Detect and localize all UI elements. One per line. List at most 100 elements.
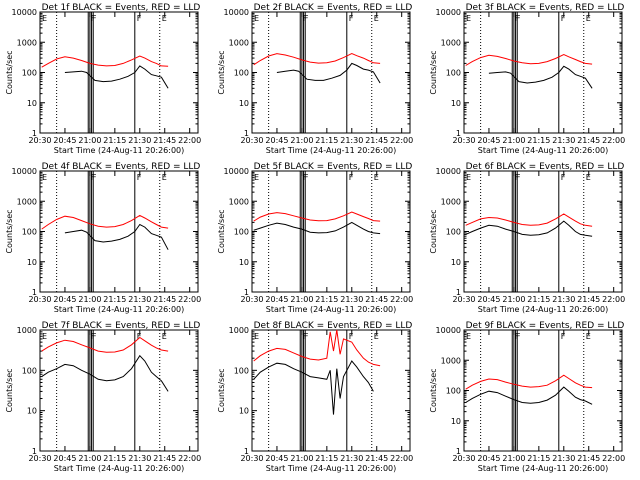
- series-line-lld: [253, 211, 381, 222]
- x-tick-label: 21:30: [340, 295, 363, 304]
- x-tick-label: 21:45: [365, 136, 388, 145]
- x-tick-label: 21:15: [527, 136, 550, 145]
- x-tick-label: 21:30: [552, 136, 575, 145]
- x-tick-label: 22:00: [390, 136, 413, 145]
- series-line-lld: [253, 53, 381, 66]
- x-axis-label: Start Time (24-Aug-11 20:26:00): [266, 464, 397, 473]
- flag-label: E: [162, 14, 167, 23]
- series-line-events: [253, 221, 381, 235]
- x-tick-label: 20:30: [452, 136, 475, 145]
- flag-label: E: [162, 173, 167, 182]
- flag-label: F: [516, 332, 521, 341]
- x-tick-label: 21:00: [290, 136, 313, 145]
- series-line-events: [465, 220, 593, 237]
- flag-label: F: [302, 14, 307, 23]
- y-tick-label: 10: [451, 417, 461, 426]
- flag-label: F: [92, 332, 97, 341]
- flag-label: F: [349, 173, 354, 182]
- y-tick-label: 1: [456, 129, 461, 138]
- series-line-lld: [41, 214, 169, 230]
- panel-9: Det 9f BLACK = Events, RED = LLD 1 10 100 10…: [429, 321, 625, 473]
- flag-label: E: [42, 332, 47, 341]
- flag-label: F: [90, 14, 95, 23]
- flag-label: E: [374, 173, 379, 182]
- flag-label: F: [561, 332, 566, 341]
- panel-title: Det 2f BLACK = Events, RED = LLD: [254, 3, 413, 13]
- flag-label: E: [466, 14, 471, 23]
- x-tick-label: 20:45: [265, 454, 288, 463]
- flag-label: F: [137, 173, 142, 182]
- flag-label: F: [514, 173, 519, 182]
- flag-label: F: [349, 332, 354, 341]
- series-line-lld: [253, 329, 381, 367]
- panel-3: Det 3f BLACK = Events, RED = LLD 1 10 100 10…: [429, 3, 625, 155]
- x-tick-label: 20:30: [28, 295, 51, 304]
- x-tick-label: 20:45: [265, 136, 288, 145]
- y-tick-label: 1000: [17, 38, 37, 47]
- y-tick-label: 1: [32, 447, 37, 456]
- y-tick-label: 1: [32, 288, 37, 297]
- series-line-events: [253, 360, 374, 415]
- flag-label: F: [304, 173, 309, 182]
- y-tick-label: 100: [446, 387, 461, 396]
- x-tick-label: 20:30: [452, 295, 475, 304]
- flag-label: E: [586, 173, 591, 182]
- x-tick-label: 21:45: [153, 136, 176, 145]
- y-tick-label: 10000: [12, 167, 37, 176]
- x-tick-label: 21:30: [552, 454, 575, 463]
- plot-frame: [463, 329, 623, 452]
- y-tick-label: 100: [22, 228, 37, 237]
- x-tick-label: 21:30: [128, 136, 151, 145]
- y-tick-label: 10000: [224, 8, 249, 17]
- x-tick-label: 22:00: [602, 136, 625, 145]
- y-tick-label: 10: [27, 258, 37, 267]
- x-tick-label: 21:15: [103, 295, 126, 304]
- x-axis-label: Start Time (24-Aug-11 20:26:00): [478, 146, 609, 155]
- x-tick-label: 22:00: [390, 454, 413, 463]
- flag-label: E: [586, 332, 591, 341]
- flag-label: E: [162, 332, 167, 341]
- x-tick-label: 21:15: [103, 136, 126, 145]
- x-tick-label: 21:15: [103, 454, 126, 463]
- panel-6: Det 6f BLACK = Events, RED = LLD 1 10 100 10…: [429, 162, 625, 314]
- x-tick-label: 20:45: [53, 136, 76, 145]
- series-line-lld: [465, 213, 593, 227]
- flag-label: E: [586, 14, 591, 23]
- y-tick-label: 1000: [229, 326, 249, 335]
- x-axis-label: Start Time (24-Aug-11 20:26:00): [54, 146, 185, 155]
- flag-label: E: [254, 332, 259, 341]
- flag-label: E: [254, 173, 259, 182]
- y-tick-label: 10: [239, 99, 249, 108]
- flag-label: F: [92, 14, 97, 23]
- x-tick-label: 21:45: [153, 295, 176, 304]
- flag-label: E: [374, 14, 379, 23]
- series-line-lld: [41, 55, 169, 68]
- x-tick-label: 21:45: [365, 295, 388, 304]
- y-axis-label: Counts/sec: [217, 368, 226, 412]
- series-line-events: [41, 354, 169, 392]
- flag-label: F: [137, 332, 142, 341]
- flag-label: E: [42, 14, 47, 23]
- x-tick-label: 20:45: [477, 454, 500, 463]
- x-axis-label: Start Time (24-Aug-11 20:26:00): [478, 464, 609, 473]
- x-tick-label: 20:30: [452, 454, 475, 463]
- flag-label: F: [561, 14, 566, 23]
- y-tick-label: 1000: [17, 326, 37, 335]
- x-axis-label: Start Time (24-Aug-11 20:26:00): [54, 464, 185, 473]
- series-line-events: [488, 65, 593, 89]
- panel-7: Det 7f BLACK = Events, RED = LLD 1 10 100 10…: [5, 321, 201, 473]
- x-tick-label: 21:30: [128, 295, 151, 304]
- y-tick-label: 1000: [441, 38, 461, 47]
- y-axis-label: Counts/sec: [429, 209, 438, 253]
- x-tick-label: 21:00: [290, 454, 313, 463]
- flag-label: F: [90, 173, 95, 182]
- y-tick-label: 1: [456, 288, 461, 297]
- flag-label: F: [304, 14, 309, 23]
- series-line-lld: [41, 336, 169, 353]
- x-tick-label: 22:00: [602, 295, 625, 304]
- x-tick-label: 20:30: [28, 136, 51, 145]
- y-axis-label: Counts/sec: [429, 50, 438, 94]
- y-tick-label: 10: [27, 99, 37, 108]
- flag-label: F: [90, 332, 95, 341]
- x-tick-label: 21:15: [527, 295, 550, 304]
